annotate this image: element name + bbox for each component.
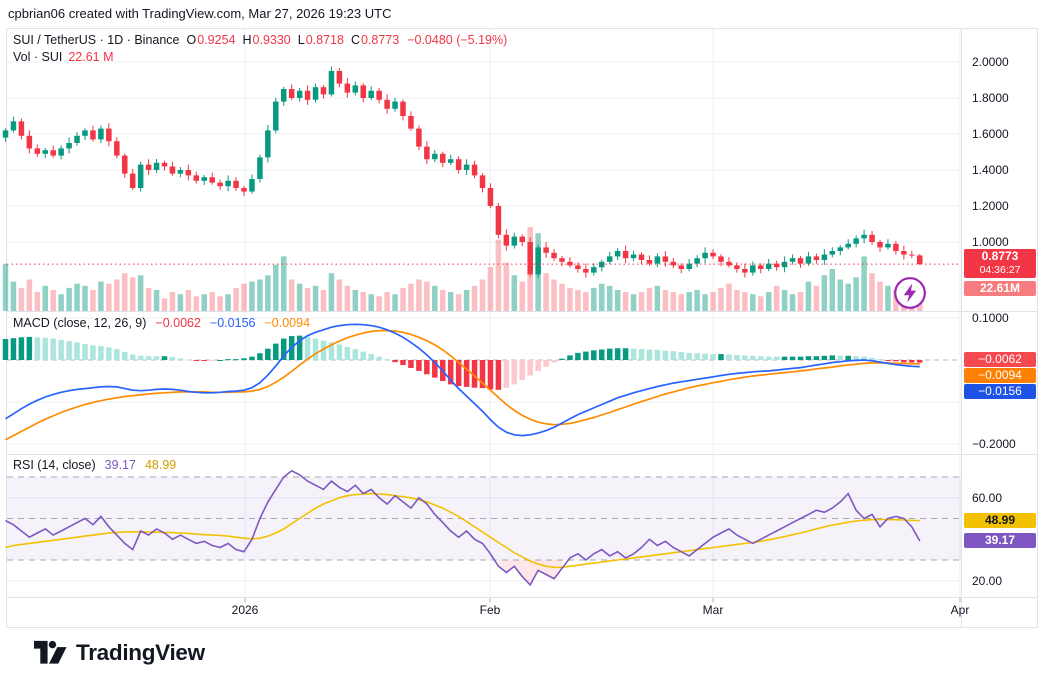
ohlc-label: H [242, 33, 252, 47]
ohlc-value: 0.9330 [252, 33, 291, 47]
ohlc-value: 0.8773 [360, 33, 400, 47]
symbol-title[interactable]: SUI / TetherUS · 1D · Binance [13, 33, 180, 47]
ohlc-label: L [297, 33, 305, 47]
volume-value: 22.61 M [68, 50, 114, 64]
lightning-bolt-icon [903, 283, 917, 303]
macd-value: −0.0062 [155, 316, 201, 330]
boost-flash-icon[interactable] [893, 276, 927, 310]
macd-value: −0.0094 [264, 316, 311, 330]
rsi-legend-row[interactable]: RSI (14, close) 39.17 48.99 [13, 458, 176, 472]
ohlc-label: O [186, 33, 197, 47]
ohlc-value: 0.8718 [305, 33, 344, 47]
attribution-text: cpbrian06 created with TradingView.com, … [8, 6, 392, 21]
tradingview-logo[interactable]: TradingView [33, 639, 205, 666]
rsi-value: 48.99 [144, 458, 177, 472]
ohlc-values: O0.9254 H0.9330 L0.8718 C0.8773 [180, 33, 400, 47]
tradingview-logo-icon [33, 640, 67, 664]
macd-label[interactable]: MACD (close, 12, 26, 9) [13, 316, 147, 330]
rsi-label[interactable]: RSI (14, close) [13, 458, 96, 472]
volume-legend-row[interactable]: Vol · SUI 22.61 M [13, 50, 114, 64]
symbol-legend-row[interactable]: SUI / TetherUS · 1D · Binance O0.9254 H0.9… [13, 33, 507, 47]
macd-values: −0.0062 −0.0156 −0.0094 [146, 316, 310, 330]
price-change: −0.0480 (−5.19%) [407, 33, 508, 47]
macd-legend-row[interactable]: MACD (close, 12, 26, 9) −0.0062 −0.0156 −0.… [13, 316, 310, 330]
ohlc-value: 0.9254 [197, 33, 236, 47]
tradingview-logo-text: TradingView [76, 639, 205, 665]
ohlc-label: C [350, 33, 360, 47]
volume-label: Vol · SUI [13, 50, 63, 64]
rsi-values: 39.17 48.99 [96, 458, 177, 472]
rsi-value: 39.17 [104, 458, 136, 472]
macd-value: −0.0156 [209, 316, 256, 330]
